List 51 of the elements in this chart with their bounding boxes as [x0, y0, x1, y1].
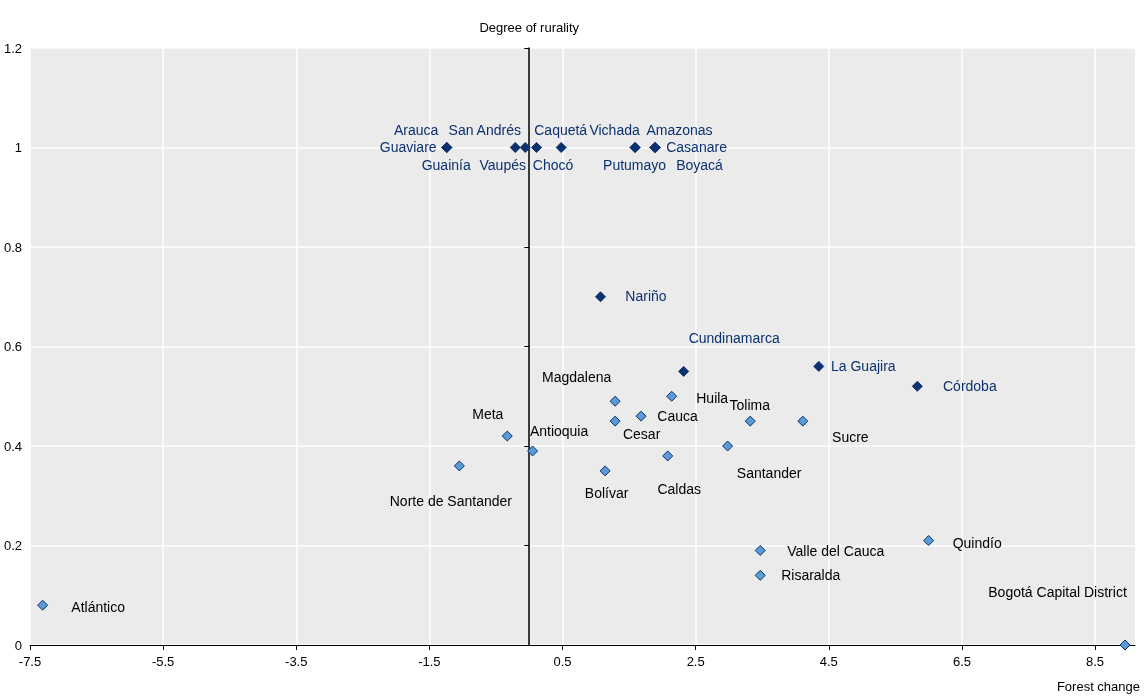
series-label: Quindío: [952, 535, 1002, 552]
series-label: Santander: [736, 464, 802, 481]
series-label: Boyacá: [676, 157, 724, 173]
series-label: Caquetá: [534, 122, 588, 138]
series-label: Tolima: [729, 396, 771, 413]
x-tick-label: -1.5: [418, 654, 441, 669]
series-label: Risaralda: [781, 566, 841, 583]
series-label: Vichada: [589, 122, 640, 138]
series-label: Magdalena: [541, 368, 612, 385]
y-tick-label: 0.4: [3, 438, 22, 454]
series-label: Córdoba: [942, 377, 997, 394]
series-label: Chocó: [532, 157, 574, 173]
series-label: Nariño: [625, 288, 667, 305]
series-label: Caldas: [657, 481, 701, 498]
series-label: Cesar: [622, 425, 661, 442]
series-label: Cundinamarca: [688, 329, 780, 346]
x-tick-label: -7.5: [18, 654, 42, 669]
series-label: Cauca: [657, 407, 699, 424]
series-label: Guaviare: [379, 139, 437, 155]
series-label: Antioquia: [529, 423, 589, 440]
x-tick-label: 8.5: [1086, 654, 1105, 669]
series-label: Valle del Cauca: [787, 542, 885, 559]
y-tick-label: 0.8: [3, 239, 22, 255]
series-label: Arauca: [394, 122, 439, 138]
x-tick-label: 0.5: [553, 654, 572, 669]
x-tick-label: -5.5: [151, 654, 175, 669]
series-label: Casanare: [666, 139, 728, 155]
y-tick-label: 0.2: [3, 538, 22, 553]
x-tick-label: -3.5: [285, 654, 308, 669]
x-tick-label: 6.5: [952, 654, 971, 669]
x-tick-label: 2.5: [686, 654, 705, 669]
series-label: Atlántico: [71, 598, 126, 615]
x-axis-title: Forest change: [1056, 679, 1141, 694]
series-label: Amazonas: [646, 122, 713, 138]
series-label: La Guajira: [831, 357, 896, 374]
y-axis-title: Degree of rurality: [479, 20, 580, 35]
series-label: Guainía: [421, 157, 471, 173]
y-tick-label: 1.2: [3, 40, 22, 56]
series-label: Vaupés: [479, 157, 526, 173]
text: Norte de Santander: [389, 493, 513, 510]
text: Bogotá Capital District: [988, 583, 1127, 600]
series-label: Putumayo: [603, 157, 667, 173]
y-tick-label: 1: [14, 140, 22, 155]
series-label: Sucre: [832, 428, 869, 445]
series-label: Meta: [472, 405, 504, 422]
series-label: Bolívar: [584, 485, 629, 502]
series-label: San Andrés: [448, 122, 521, 138]
x-tick-label: 4.5: [819, 654, 838, 669]
y-tick-label: 0.6: [3, 339, 22, 354]
series-label: Huila: [696, 389, 729, 406]
y-tick-label: 0: [14, 637, 22, 653]
